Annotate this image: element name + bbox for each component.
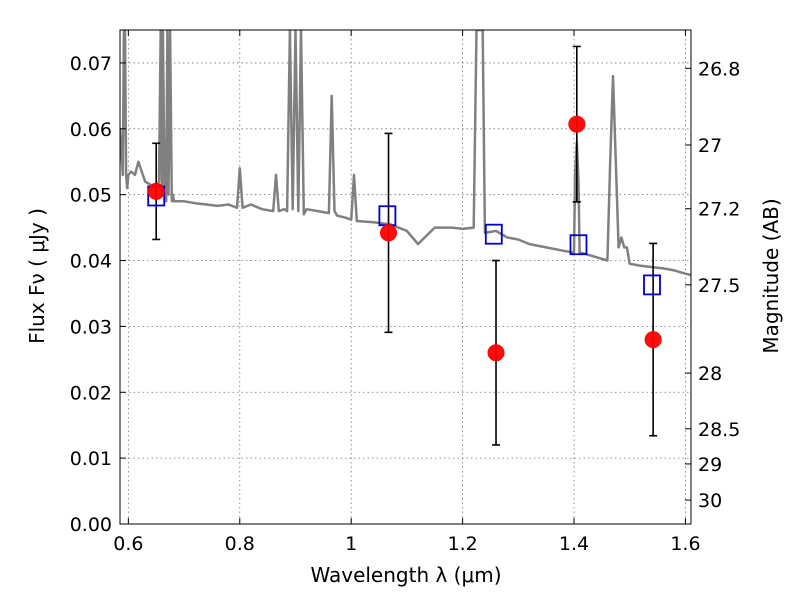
observed-point <box>644 331 662 349</box>
grid-layer <box>120 30 691 525</box>
spectrum-layer <box>120 30 691 277</box>
x-tick-label: 0.8 <box>225 533 255 555</box>
y-tick-layer: 0.00 0.01 0.02 0.03 0.04 0.05 0.06 0.07 <box>70 53 126 536</box>
plot-frame <box>119 29 692 525</box>
y2-axis-label: Magnitude (AB) <box>759 198 783 353</box>
y2-tick-layer: 26.8 27 27.2 27.5 28 28.5 29 30 <box>685 58 740 512</box>
y-tick-label: 0.00 <box>70 514 112 536</box>
observed-point-layer <box>147 115 662 362</box>
y2-tick-label: 28.5 <box>698 419 740 441</box>
model-square <box>569 234 588 256</box>
model-square <box>484 223 503 245</box>
y2-tick-label: 27.5 <box>698 275 740 297</box>
y-tick-label: 0.04 <box>70 251 112 273</box>
model-square-layer <box>147 185 661 296</box>
observed-point <box>568 115 586 133</box>
x-tick-label: 0.6 <box>113 533 143 555</box>
y-tick-label: 0.01 <box>70 448 112 470</box>
y-axis-label: Flux Fν ( μJy ) <box>25 208 49 344</box>
y2-tick-label: 27.2 <box>698 199 740 221</box>
model-square <box>643 274 661 296</box>
y2-tick-label: 30 <box>698 490 722 512</box>
x-tick-label: 1.4 <box>559 533 589 555</box>
x-tick-label: 1.2 <box>447 533 477 555</box>
observed-point <box>147 182 165 200</box>
x-tick-label: 1.6 <box>670 533 700 555</box>
spectrum-line <box>120 30 691 277</box>
observed-point <box>380 224 398 242</box>
x-tick-label: 1 <box>345 533 357 555</box>
y2-tick-label: 28 <box>698 363 722 385</box>
errorbar-layer <box>152 45 658 446</box>
x-tick-layer: 0.6 0.8 1 1.2 1.4 1.6 <box>113 30 701 555</box>
y-tick-label: 0.03 <box>70 316 112 338</box>
y2-tick-label: 27 <box>698 135 722 157</box>
x-axis-label: Wavelength λ (μm) <box>310 563 501 587</box>
y-tick-label: 0.06 <box>70 119 112 141</box>
y-tick-label: 0.05 <box>70 185 112 207</box>
y2-tick-label: 26.8 <box>698 58 740 80</box>
y-tick-label: 0.07 <box>70 53 112 75</box>
observed-point <box>487 344 505 362</box>
y-tick-label: 0.02 <box>70 382 112 404</box>
y2-tick-label: 29 <box>698 454 722 476</box>
frame-layer <box>119 29 692 525</box>
